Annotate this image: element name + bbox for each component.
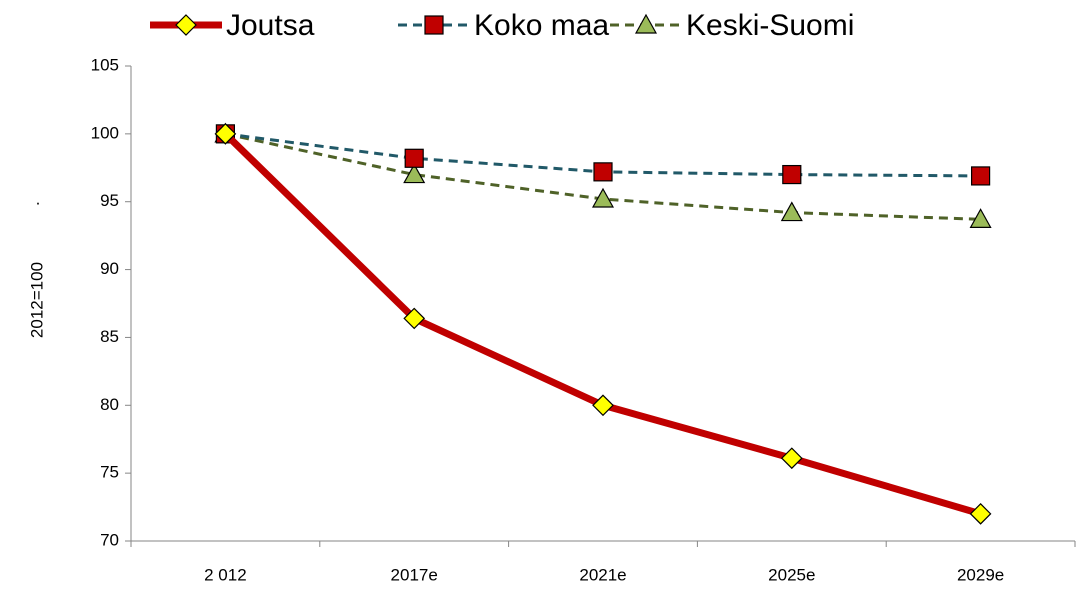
y-axis-label: 2012=100	[27, 262, 46, 338]
marker	[780, 201, 803, 222]
marker	[403, 163, 426, 184]
x-tick-label: 2021e	[579, 565, 626, 584]
marker	[424, 15, 444, 35]
y-tick-label: 75	[100, 463, 119, 482]
marker	[970, 166, 991, 186]
y-tick-label: 70	[100, 530, 119, 549]
y-tick-label: 95	[100, 191, 119, 210]
marker	[175, 14, 197, 36]
y-tick-label: 80	[100, 395, 119, 414]
marker	[780, 447, 803, 470]
legend-label: Keski-Suomi	[686, 9, 854, 42]
marker	[634, 13, 658, 34]
marker	[782, 164, 802, 185]
marker	[592, 394, 614, 417]
y-tick-label: 90	[100, 259, 119, 278]
x-tick-label: 2025e	[768, 565, 815, 584]
marker	[591, 187, 615, 208]
y-tick-label: 105	[91, 55, 119, 74]
legend-label: Koko maa	[474, 9, 609, 42]
marker	[403, 307, 426, 330]
annotation: .	[36, 189, 41, 208]
marker	[969, 208, 992, 228]
marker	[214, 123, 237, 145]
legend-label: Joutsa	[226, 9, 315, 42]
marker	[593, 162, 613, 182]
y-tick-label: 100	[91, 123, 119, 142]
marker	[969, 503, 992, 525]
x-tick-label: 2 012	[204, 565, 247, 584]
y-tick-label: 85	[100, 327, 119, 346]
x-tick-label: 2017e	[391, 565, 438, 584]
x-tick-label: 2029e	[957, 565, 1004, 584]
marker	[404, 148, 424, 168]
